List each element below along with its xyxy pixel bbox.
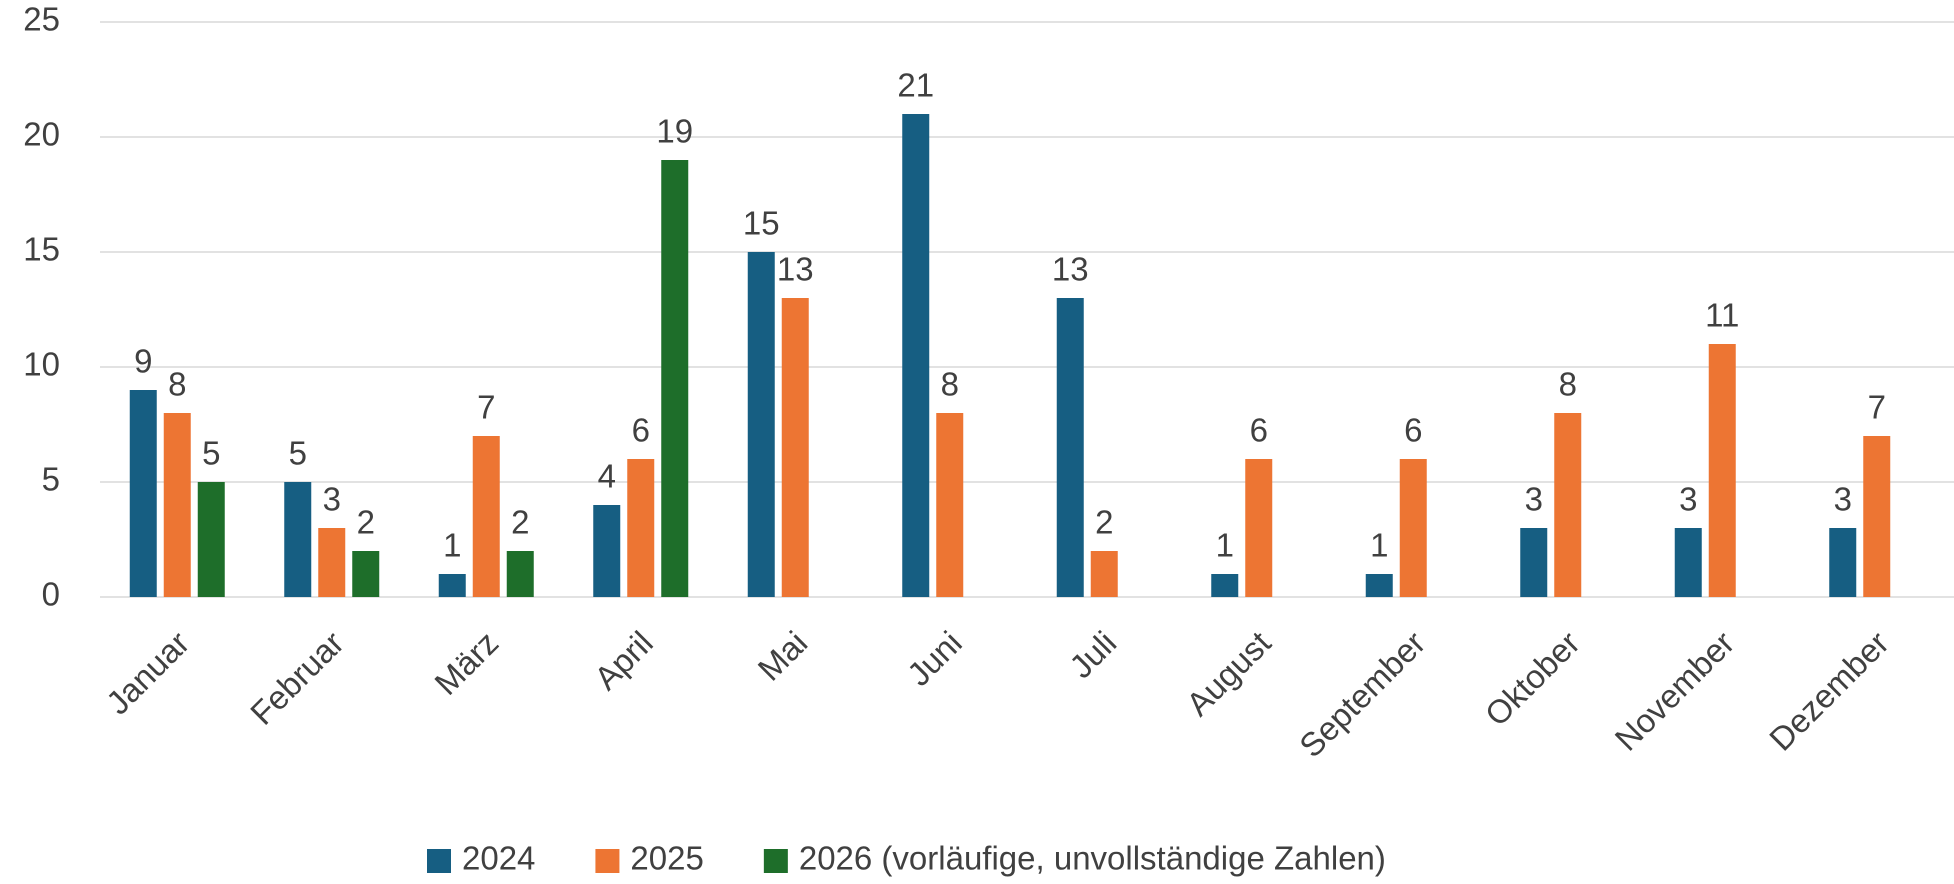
data-label: 13 [1052,251,1089,288]
bar [747,252,775,597]
bar [318,528,346,597]
bar [1056,298,1084,597]
bar [902,114,930,597]
data-label: 3 [1525,481,1543,518]
bar [472,436,500,597]
data-label: 19 [656,113,693,150]
data-label: 8 [168,366,186,403]
y-tick-label: 0 [42,576,60,613]
x-tick-label: September [1292,624,1432,764]
y-tick-label: 5 [42,461,60,498]
bar [1554,413,1582,597]
data-label: 15 [743,205,780,242]
data-label: 9 [134,343,152,380]
bar [1829,528,1857,597]
data-label: 1 [443,527,461,564]
legend-label: 2024 [462,840,535,877]
bar [352,551,380,597]
bar [627,459,655,597]
x-tick-label: Februar [243,624,351,732]
y-tick-label: 15 [23,231,60,268]
bar [129,390,157,597]
bar [197,482,225,597]
data-label: 2 [511,504,529,541]
bar [1399,459,1427,597]
data-label: 6 [1250,412,1268,449]
bar [1708,344,1736,597]
data-label: 5 [289,435,307,472]
legend-label: 2026 (vorläufige, unvollständige Zahlen) [799,840,1386,877]
bar [438,574,466,597]
bar [781,298,809,597]
bar [593,505,621,597]
data-label: 2 [357,504,375,541]
data-label: 7 [1868,389,1886,426]
data-label: 3 [323,481,341,518]
bar [661,160,689,597]
bar [1211,574,1239,597]
legend-swatch [427,849,451,873]
x-tick-label: April [587,624,660,697]
data-label: 4 [598,458,616,495]
data-label: 8 [1559,366,1577,403]
x-tick-label: März [427,624,505,702]
data-label: 13 [777,251,814,288]
legend-swatch [595,849,620,873]
legend-label: 2025 [630,840,703,877]
data-label: 1 [1216,527,1234,564]
data-label: 7 [477,389,495,426]
bar [1365,574,1393,597]
x-tick-label: Januar [99,624,197,722]
bar [1090,551,1118,597]
bar [1674,528,1702,597]
data-label: 11 [1705,297,1739,334]
bar [1245,459,1273,597]
bar [506,551,534,597]
y-tick-label: 20 [23,116,60,153]
data-label: 1 [1370,527,1388,564]
y-tick-label: 10 [23,346,60,383]
bar [1520,528,1548,597]
data-label: 2 [1095,504,1113,541]
bar [163,413,191,597]
legend-swatch [763,849,788,873]
x-tick-label: Juli [1062,624,1123,685]
data-label: 6 [1404,412,1422,449]
data-label: 6 [632,412,650,449]
x-tick-label: Juni [900,624,969,693]
x-tick-label: August [1179,624,1278,723]
y-tick-label: 25 [23,1,60,38]
data-label: 5 [202,435,220,472]
x-tick-label: Dezember [1762,624,1896,758]
bar [1863,436,1891,597]
bar [936,413,964,597]
data-label: 3 [1679,481,1697,518]
data-label: 3 [1834,481,1852,518]
data-label: 8 [941,366,959,403]
x-tick-label: Oktober [1478,624,1587,733]
x-tick-label: November [1608,624,1742,758]
bar [284,482,312,597]
x-tick-label: Mai [751,624,815,688]
data-label: 21 [897,67,934,104]
